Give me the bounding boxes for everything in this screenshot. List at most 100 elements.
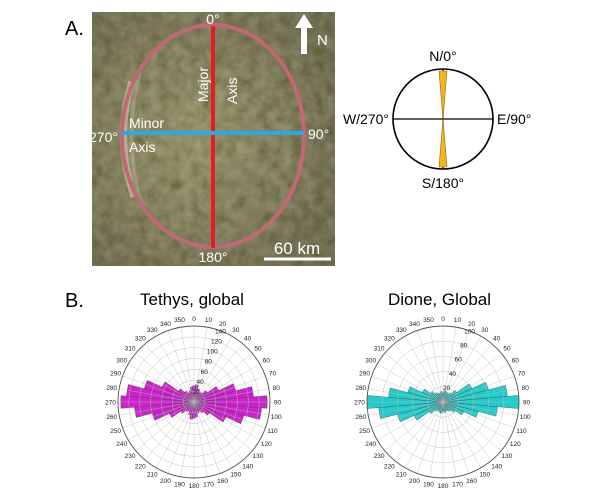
rose-radial-label: 100 [464, 329, 475, 336]
rose-spoke [442, 327, 457, 403]
rose-angle-label: 80 [273, 385, 281, 392]
rose-radial-label: 20 [192, 389, 200, 396]
rose-angle-label: 200 [409, 478, 420, 485]
rose-spoke [384, 401, 444, 452]
rose-spoke [442, 401, 502, 452]
rose-outer-circle [366, 325, 520, 479]
rose-ring [412, 371, 474, 433]
rose-angle-label: 210 [396, 472, 407, 479]
rose-angle-label: 310 [125, 346, 136, 353]
rose-ring [381, 340, 505, 464]
rose-angle-label: 240 [365, 441, 376, 448]
rose-angle-label: 340 [409, 321, 420, 328]
rose-angle-label: 120 [510, 441, 521, 448]
rose-angle-label: 90 [523, 399, 531, 406]
major-axis-label-line1: Major [195, 67, 211, 102]
rose-spoke [368, 388, 444, 403]
rose-angle-label: 220 [135, 463, 146, 470]
rose-ring [161, 369, 227, 435]
rose-angle-label: 170 [452, 482, 463, 489]
rose-spoke [442, 401, 482, 468]
major-axis-label-line2: Axis [224, 78, 240, 104]
crater-map: 0° 180° 270° 90° Major Axis Minor Axis N… [92, 12, 335, 266]
rose-spoke [377, 363, 444, 403]
tethys-rose-title: Tethys, global [140, 290, 244, 309]
rose-spoke [384, 352, 444, 403]
rose-spoke [193, 401, 244, 461]
rose-spoke [442, 401, 515, 429]
rose-spoke [429, 401, 444, 477]
rose-radial-label: 120 [211, 339, 222, 346]
rose-ring [128, 336, 260, 468]
rose-spoke [442, 330, 470, 403]
rose-spoke [193, 352, 253, 403]
rose-spoke [193, 401, 208, 477]
rose-angle-label: 300 [116, 358, 127, 365]
rose-radial-label: 60 [201, 369, 209, 376]
rose-radial-label: 20 [443, 385, 451, 392]
rose-ring [397, 356, 489, 448]
rose-angle-label: 0 [192, 316, 196, 323]
label-0deg: 0° [206, 12, 219, 27]
rose-angle-label: 320 [135, 335, 146, 342]
rose-spoke [193, 327, 208, 403]
rose-spoke [442, 388, 518, 403]
rose-spoke [404, 336, 444, 403]
rose-spoke [128, 363, 195, 403]
rose-spoke [371, 401, 444, 429]
rose-spoke [193, 401, 260, 441]
rose-angle-label: 90 [274, 399, 282, 406]
compass-south-label: S/180° [422, 175, 464, 191]
rose-angle-label: 150 [479, 472, 490, 479]
rose-radial-label: 80 [460, 343, 468, 350]
rose-angle-label: 240 [116, 441, 127, 448]
rose-spoke [119, 401, 195, 416]
rose-radial-label: 40 [197, 379, 205, 386]
label-180deg: 180° [199, 249, 228, 265]
rose-angle-label: 300 [365, 358, 376, 365]
rose-outer-circle [117, 325, 271, 479]
rose-angle-label: 50 [254, 346, 262, 353]
rose-angle-label: 70 [269, 371, 277, 378]
minor-axis-label-line2: Axis [129, 139, 155, 155]
rose-spoke [167, 330, 195, 403]
rose-spoke [135, 401, 195, 452]
rose-spoke [193, 401, 253, 452]
rose-spoke [442, 401, 470, 474]
rose-spoke [371, 375, 444, 403]
north-label: N [317, 32, 328, 49]
rose-angle-label: 170 [203, 482, 214, 489]
rose-ring [172, 380, 216, 424]
rose-ring [182, 390, 206, 414]
rose-spoke [442, 343, 493, 403]
rose-radial-label: 40 [449, 371, 457, 378]
rose-spoke [404, 401, 444, 468]
rose-spoke [416, 401, 444, 474]
rose-angle-label: 100 [520, 414, 531, 421]
rose-spoke [119, 388, 195, 403]
rose-angle-label: 280 [106, 385, 117, 392]
rose-angle-label: 50 [503, 346, 511, 353]
rose-spoke [144, 401, 195, 461]
rose-angle-label: 120 [261, 441, 272, 448]
north-arrow-icon [295, 14, 313, 54]
rose-spoke [128, 401, 195, 441]
rose-ring [150, 358, 238, 446]
rose-angle-label: 270 [105, 399, 116, 406]
rose-spoke [193, 401, 221, 474]
rose-spoke [393, 401, 444, 461]
rose-spoke [155, 336, 195, 403]
rose-angle-label: 290 [110, 371, 121, 378]
dione-rose-title: Dione, Global [388, 290, 492, 309]
rose-angle-label: 10 [454, 317, 462, 324]
rose-angle-label: 40 [244, 335, 252, 342]
label-270deg: 270° [92, 129, 118, 145]
rose-spoke [180, 401, 195, 477]
rose-spoke [193, 336, 233, 403]
rose-spoke [122, 401, 195, 429]
rose-angle-label: 230 [374, 453, 385, 460]
minor-axis-label-line1: Minor [129, 115, 164, 131]
rose-spoke [144, 343, 195, 403]
rose-spoke [442, 363, 509, 403]
rose-ring [139, 347, 249, 457]
